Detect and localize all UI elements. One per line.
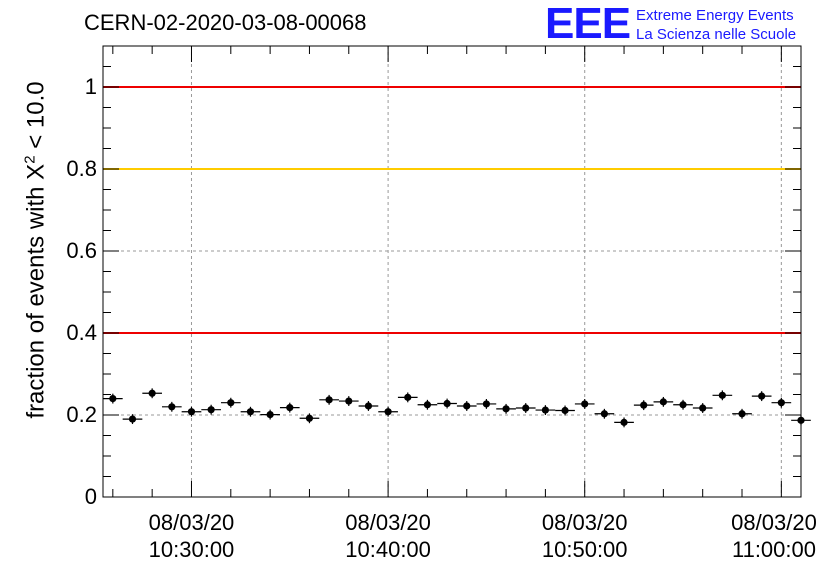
- data-point: [384, 408, 392, 416]
- data-point: [207, 406, 215, 414]
- data-point: [482, 400, 491, 408]
- data-point: [364, 402, 373, 410]
- plot-frame: [102, 45, 802, 498]
- data-point: [718, 391, 726, 399]
- x-tick-date-label: 08/03/20: [542, 510, 628, 535]
- data-point: [148, 389, 156, 397]
- data-point: [404, 393, 412, 401]
- x-tick-time-label: 10:50:00: [542, 537, 628, 562]
- data-point: [738, 410, 746, 418]
- data-point: [227, 399, 235, 407]
- data-point: [168, 403, 176, 411]
- x-tick-date-label: 08/03/20: [731, 510, 817, 535]
- chart-title: CERN-02-2020-03-08-00068: [84, 10, 367, 35]
- y-tick-label: 0.4: [66, 320, 97, 345]
- data-point: [345, 397, 353, 405]
- data-point: [758, 392, 766, 400]
- data-point: [522, 404, 530, 412]
- eee-logo-line1: Extreme Energy Events: [636, 7, 794, 24]
- data-point: [305, 414, 314, 422]
- y-tick-label: 0: [85, 484, 97, 509]
- data-point: [246, 408, 255, 416]
- x-tick-time-label: 10:40:00: [345, 537, 431, 562]
- y-tick-label: 0.2: [66, 402, 97, 427]
- data-point: [541, 406, 549, 414]
- data-point: [777, 399, 785, 407]
- data-point: [463, 402, 471, 410]
- data-point: [423, 401, 432, 409]
- y-tick-label: 0.6: [66, 238, 97, 263]
- x-tick-time-label: 11:00:00: [732, 537, 816, 562]
- y-tick-label: 0.8: [66, 156, 97, 181]
- data-point: [699, 404, 707, 412]
- data-point: [502, 405, 510, 413]
- data-point: [128, 415, 137, 423]
- y-tick-label: 1: [85, 74, 97, 99]
- data-point: [640, 401, 648, 409]
- data-point: [581, 400, 589, 408]
- data-point: [187, 408, 196, 416]
- data-point: [561, 406, 569, 415]
- eee-logo: EEE Extreme Energy Events La Scienza nel…: [545, 0, 796, 48]
- data-point: [109, 395, 117, 403]
- eee-logo-mark: EEE: [545, 0, 631, 48]
- data-point: [443, 399, 451, 408]
- data-point: [620, 418, 628, 426]
- data-point: [286, 404, 294, 412]
- x-tick-time-label: 10:30:00: [149, 537, 235, 562]
- y-axis-label: fraction of events with X2 < 10.0: [21, 81, 50, 419]
- data-point: [600, 410, 608, 418]
- data-point: [266, 410, 274, 419]
- data-point: [325, 396, 333, 404]
- data-point: [797, 416, 805, 424]
- eee-logo-text: Extreme Energy Events La Scienza nelle S…: [636, 4, 796, 44]
- eee-logo-line2: La Scienza nelle Scuole: [636, 26, 797, 43]
- x-tick-date-label: 08/03/20: [345, 510, 431, 535]
- x-tick-date-label: 08/03/20: [149, 510, 235, 535]
- data-point: [659, 398, 667, 406]
- data-point: [679, 401, 687, 409]
